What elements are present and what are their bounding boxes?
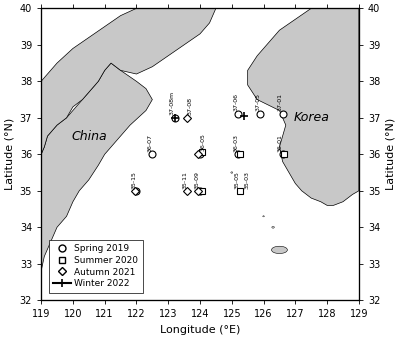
Text: 35-05: 35-05	[235, 171, 240, 189]
Polygon shape	[41, 8, 216, 154]
Text: 36-03: 36-03	[233, 135, 238, 153]
Legend: Spring 2019, Summer 2020, Autumn 2021, Winter 2022: Spring 2019, Summer 2020, Autumn 2021, W…	[49, 240, 143, 293]
Y-axis label: Latitude (°N): Latitude (°N)	[386, 118, 396, 191]
Text: 35-09: 35-09	[195, 171, 200, 189]
Text: Korea: Korea	[293, 111, 329, 124]
Text: 37-01: 37-01	[278, 93, 282, 111]
Text: 37-08m: 37-08m	[170, 91, 174, 115]
Ellipse shape	[231, 172, 233, 173]
Text: 36-07: 36-07	[147, 135, 152, 153]
Ellipse shape	[272, 246, 287, 254]
Text: 35-15: 35-15	[132, 171, 136, 189]
Ellipse shape	[272, 226, 274, 228]
X-axis label: Longitude (°E): Longitude (°E)	[160, 325, 240, 335]
Text: 36-05: 36-05	[200, 134, 205, 152]
Polygon shape	[248, 8, 359, 205]
Text: 35-03: 35-03	[244, 171, 250, 189]
Text: 37-08: 37-08	[187, 97, 192, 115]
Y-axis label: Latitude (°N): Latitude (°N)	[4, 118, 14, 191]
Text: 37-05: 37-05	[255, 93, 260, 111]
Text: 35-11: 35-11	[182, 171, 187, 189]
Text: 37-06: 37-06	[233, 93, 238, 111]
Text: 36-01: 36-01	[278, 135, 282, 153]
Ellipse shape	[263, 216, 264, 217]
Text: China: China	[71, 129, 106, 142]
Polygon shape	[41, 63, 152, 300]
